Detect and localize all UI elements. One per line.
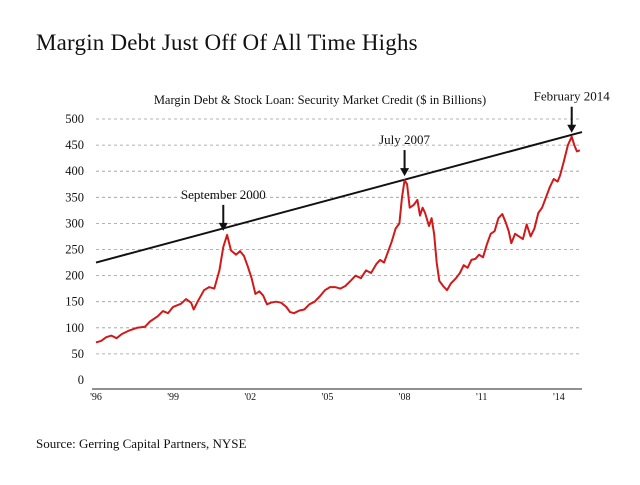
source-note: Source: Gerring Capital Partners, NYSE xyxy=(36,436,247,451)
annotation-arrow-head xyxy=(567,124,577,133)
annotation-label: February 2014 xyxy=(534,89,611,104)
y-tick-label: 150 xyxy=(65,295,84,309)
x-tick-label: '05 xyxy=(322,392,334,403)
x-tick-label: '02 xyxy=(244,392,256,403)
x-tick-label: '08 xyxy=(399,392,411,403)
x-tick-label: '14 xyxy=(553,392,565,403)
trendline xyxy=(95,131,583,264)
y-tick-label: 350 xyxy=(65,190,84,204)
y-tick-label: 0 xyxy=(78,373,84,387)
trendline-group xyxy=(95,131,583,264)
y-tick-label: 50 xyxy=(72,347,85,361)
y-tick-label: 300 xyxy=(65,216,84,230)
annotation-label: September 2000 xyxy=(181,187,266,202)
chart-title: Margin Debt & Stock Loan: Security Marke… xyxy=(154,93,486,107)
series-group xyxy=(95,135,581,344)
gridlines xyxy=(96,118,582,355)
y-tick-label: 250 xyxy=(65,243,84,257)
y-tick-label: 500 xyxy=(65,112,84,126)
y-tick-label: 100 xyxy=(65,321,84,335)
y-tick-label: 200 xyxy=(65,269,84,283)
annotation-label: July 2007 xyxy=(379,132,430,147)
page-title: Margin Debt Just Off Of All Time Highs xyxy=(36,30,418,55)
annotation-arrow-head xyxy=(400,168,410,177)
y-tick-label: 450 xyxy=(65,138,84,152)
series-line-margin-debt xyxy=(95,135,581,344)
x-tick-label: '11 xyxy=(476,392,487,403)
x-tick-label: '96 xyxy=(90,392,102,403)
annotations: September 2000 July 2007 February 2014 xyxy=(181,89,610,231)
x-tick-label: '99 xyxy=(167,392,179,403)
axes: 0 50 100 150 200 250 300 350 400 450 500 '96 '99 '02 '… xyxy=(65,112,582,403)
annotation-arrow-head xyxy=(218,222,228,231)
y-tick-label: 400 xyxy=(65,164,84,178)
